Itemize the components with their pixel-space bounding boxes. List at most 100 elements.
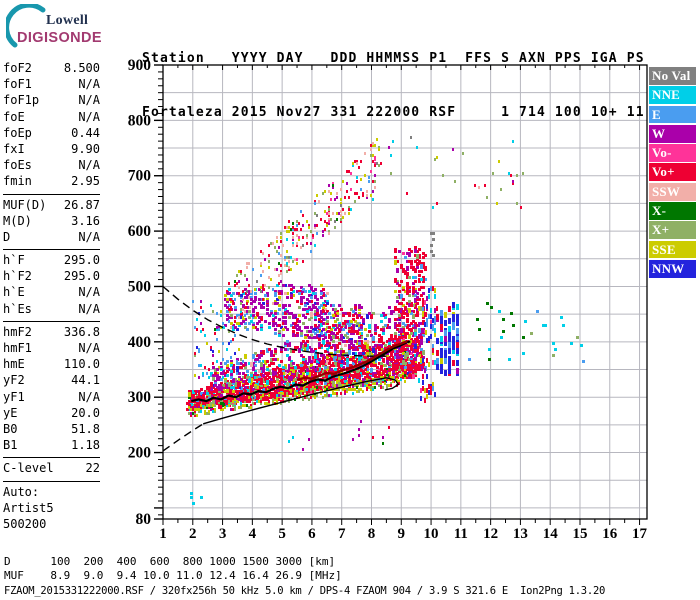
svg-text:14: 14 [543,526,559,542]
param-row-fxi: fxI 9.90 [3,141,100,157]
legend-item-sse: SSE [649,240,696,259]
svg-text:7: 7 [338,526,346,542]
param-value: N/A [78,341,100,355]
svg-text:4: 4 [249,526,257,542]
svg-text:8: 8 [368,526,376,542]
svg-text:17: 17 [632,526,648,542]
param-value: 295.0 [63,269,100,284]
legend-item-vo-: Vo- [649,144,696,162]
param-label: hmF1 [3,341,32,355]
legend-item-nne: NNE [649,86,696,105]
param-value: 2.95 [71,174,100,189]
svg-text:400: 400 [128,334,152,351]
panel-separator [3,193,100,195]
svg-text:9: 9 [398,526,406,542]
param-label: fxI [3,141,25,156]
legend-item-x+: X+ [649,221,696,240]
param-value: 336.8 [63,324,100,339]
legend-item-noval: No Val [649,67,696,85]
muf-row: MUF 8.9 9.0 9.4 10.0 11.0 12.4 16.4 26.9… [4,569,342,582]
param-label: B1 [3,438,18,453]
panel-footer-line: Auto: [3,484,40,499]
param-label: foF2 [3,61,32,75]
param-row-fof2: foF2 8.500 [3,60,100,76]
svg-text:11: 11 [454,526,468,542]
param-label: fmin [3,174,32,189]
svg-text:16: 16 [602,526,618,542]
param-row-fof1p: foF1p N/A [3,92,100,108]
panel-separator [3,249,100,251]
param-label: hmF2 [3,324,32,339]
param-row-foes: foEs N/A [3,157,100,173]
param-label: h`Es [3,301,32,316]
param-value: 22 [85,461,100,476]
param-row-fof1: foF1 N/A [3,76,100,92]
panel-footer-line: Artist5 [3,500,54,515]
svg-text:700: 700 [128,168,152,185]
param-row-he: h`E N/A [3,284,100,300]
svg-text:12: 12 [483,526,498,542]
panel-separator [3,320,100,322]
logo-lowell-text: Lowell [46,13,89,28]
param-label: foF1 [3,77,32,92]
param-row-foe: foE N/A [3,109,100,125]
param-row-hmf1: hmF1 N/A [3,340,100,356]
param-label: h`F [3,253,25,268]
legend-item-ssw: SSW [649,182,696,201]
param-value: 44.1 [71,373,100,388]
param-label: D [3,229,11,244]
logo-digisonde-text: DIGISONDE [17,30,102,46]
svg-text:2: 2 [189,526,197,542]
param-value: N/A [78,285,100,300]
svg-text:10: 10 [424,526,439,542]
param-row-hme: hmE 110.0 [3,356,100,372]
svg-text:1: 1 [159,526,167,542]
svg-text:13: 13 [513,526,528,542]
panel-footer-line: 500200 [3,517,47,532]
param-label: h`F2 [3,269,32,284]
param-row-hf: h`F 295.0 [3,252,100,268]
param-value: N/A [78,158,100,173]
distance-row: D 100 200 400 600 800 1000 1500 3000 [km… [4,555,336,568]
param-row-b1: B1 1.18 [3,437,100,453]
header-values-line: Fortaleza 2015 Nov27 331 222000 RSF 1 71… [142,105,645,120]
legend-item-vo+: Vo+ [649,163,696,182]
legend-item-x-: X- [649,202,696,220]
param-value: N/A [78,229,100,244]
param-label: yF1 [3,389,25,404]
panel-separator [3,480,100,482]
param-value: 8.500 [63,61,100,75]
param-row-clevel: C-level 22 [3,460,100,476]
param-label: h`E [3,285,25,300]
param-row-yf1: yF1 N/A [3,389,100,405]
file-info-footer: FZAOM_2015331222000.RSF / 320fx256h 50 k… [4,585,606,597]
param-value: 9.90 [71,141,100,156]
param-value: 1.18 [71,438,100,453]
svg-text:800: 800 [128,112,152,129]
param-row-hf2: h`F2 295.0 [3,268,100,284]
legend-item-nnw: NNW [649,259,696,278]
param-value: 26.87 [63,197,100,212]
param-value: N/A [78,301,100,316]
svg-text:900: 900 [128,57,152,74]
svg-text:500: 500 [128,278,152,295]
logo-arc-icon [6,4,46,48]
param-label: hmE [3,357,25,372]
param-label: M(D) [3,213,32,228]
param-value: 295.0 [63,253,100,268]
param-label: foF1p [3,93,40,108]
param-value: N/A [78,389,100,404]
doppler-legend: No Val NNE E W Vo- Vo+ SSW X- X+ SSE NNW [649,67,696,279]
param-row-mufd: MUF(D) 26.87 [3,197,100,213]
param-label: B0 [3,421,18,436]
param-label: yF2 [3,373,25,388]
param-label: C-level [3,461,54,476]
param-label: yE [3,405,18,420]
param-value: N/A [78,77,100,92]
param-label: foEs [3,158,32,173]
param-row-d: D N/A [3,229,100,245]
param-row-ye: yE 20.0 [3,405,100,421]
panel-separator [3,457,100,459]
svg-text:3: 3 [219,526,227,542]
